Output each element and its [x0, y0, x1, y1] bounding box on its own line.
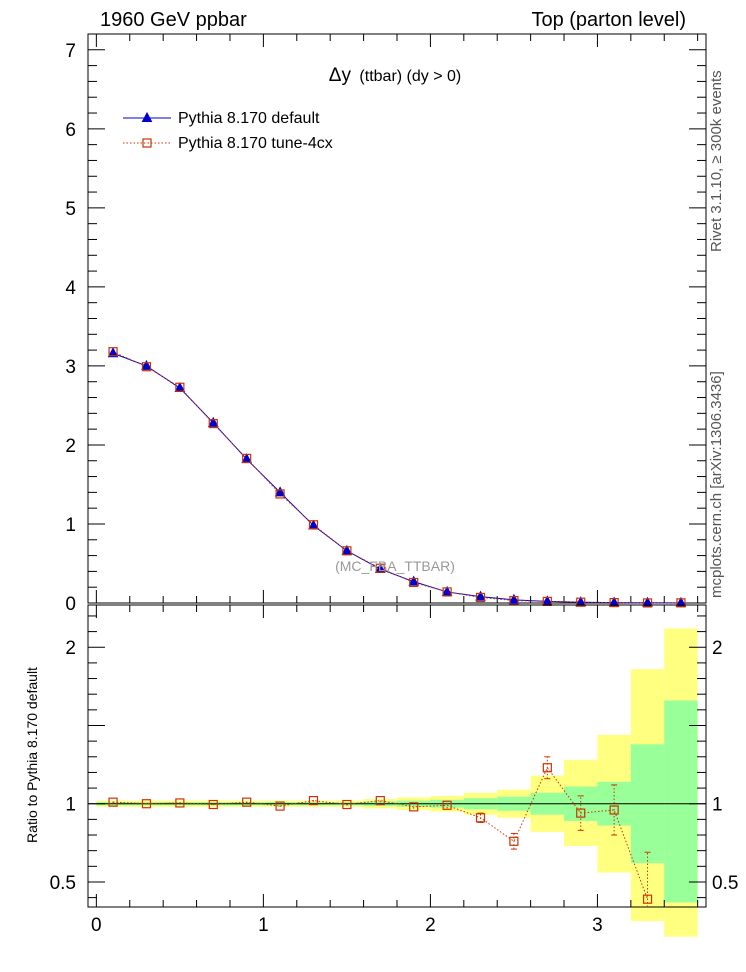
- main-y-tick-label: 6: [65, 120, 76, 141]
- ratio-data-point: [576, 808, 586, 818]
- ratio-series-line: [113, 766, 649, 900]
- ratio-y-tick-label-right: 2: [712, 638, 723, 659]
- ratio-data-point: [642, 894, 653, 904]
- data-point-tune: [275, 489, 285, 499]
- data-point-default: [408, 575, 420, 586]
- data-point-default: [207, 416, 219, 427]
- ratio-y-tick-label: 2: [65, 638, 76, 659]
- data-point-tune: [409, 577, 419, 588]
- data-point-tune: [475, 592, 486, 603]
- data-point-tune: [642, 598, 653, 608]
- x-tick-label: 2: [425, 915, 436, 936]
- ratio-data-point: [242, 797, 252, 807]
- legend-marker-square: [142, 138, 152, 148]
- ratio-data-point: [141, 799, 152, 809]
- data-point-tune: [308, 520, 319, 530]
- ratio-data-point: [609, 805, 619, 815]
- ratio-data-point: [342, 799, 352, 810]
- mcplots-label: mcplots.cern.ch [arXiv:1306.3436]: [708, 371, 725, 598]
- ratio-data-point: [409, 802, 419, 812]
- ratio-data-point: [275, 801, 285, 811]
- data-point-tune: [676, 598, 686, 608]
- legend-marker-triangle: [141, 111, 153, 122]
- ratio-y-tick-label-right: 0.5: [712, 873, 738, 894]
- data-point-tune: [442, 587, 452, 597]
- ratio-data-point: [475, 813, 486, 823]
- series-line-1: [112, 351, 681, 604]
- legend-label-0: Pythia 8.170 default: [178, 110, 320, 127]
- main-y-tick-label: 3: [65, 357, 76, 378]
- data-point-default: [642, 596, 653, 607]
- ratio-data-point: [208, 799, 218, 810]
- ratio-data-point: [442, 800, 452, 810]
- x-tick-label: 3: [592, 915, 603, 936]
- ratio-data-point: [542, 763, 552, 773]
- ratio-y-tick-label: 1: [65, 795, 76, 816]
- ratio-ylabel: Ratio to Pythia 8.170 default: [24, 667, 40, 843]
- data-point-tune: [576, 597, 586, 607]
- ratio-data-point: [509, 836, 519, 846]
- data-point-tune: [609, 598, 619, 608]
- header-left: 1960 GeV ppbar: [100, 9, 247, 31]
- main-y-tick-label: 0: [65, 594, 76, 615]
- data-point-default: [274, 486, 286, 497]
- data-point-tune: [242, 453, 252, 463]
- main-y-tick-label: 7: [65, 41, 76, 62]
- ratio-data-point: [308, 795, 319, 806]
- watermark: (MC_FBA_TTBAR): [335, 558, 455, 574]
- main-y-tick-label: 5: [65, 199, 76, 220]
- x-tick-label: 1: [258, 915, 269, 936]
- data-point-default: [475, 590, 486, 601]
- data-point-tune: [108, 347, 118, 357]
- ratio-data-point: [375, 795, 385, 806]
- main-y-tick-label: 2: [65, 436, 76, 457]
- header-right: Top (parton level): [531, 9, 686, 31]
- ratio-y-tick-label-right: 1: [712, 795, 723, 816]
- x-tick-label: 0: [91, 915, 102, 936]
- data-point-tune: [175, 382, 185, 392]
- data-point-tune: [342, 546, 352, 556]
- data-point-tune: [375, 563, 385, 573]
- ratio-data-point: [175, 798, 185, 808]
- data-point-tune: [208, 419, 218, 429]
- data-point-default: [141, 359, 152, 370]
- data-point-tune: [141, 362, 152, 372]
- legend-label-1: Pythia 8.170 tune-4cx: [178, 135, 333, 152]
- main-title-detail: (ttbar) (dy > 0): [359, 68, 461, 85]
- ratio-y-tick-label: 0.5: [50, 873, 76, 894]
- band-1sigma-bin: [664, 700, 698, 903]
- data-point-default: [508, 593, 520, 604]
- main-title: Δy (ttbar) (dy > 0): [329, 65, 461, 86]
- main-y-tick-label: 1: [65, 515, 76, 536]
- main-title-symbol: Δy: [329, 65, 352, 86]
- ratio-panel: 0 1 2 3 0.5 0.5 1 1 2 2: [50, 604, 738, 937]
- main-panel: 0 1 2 3 4 5 6 7 Pythia 8.170 default Pythia 8.170…: [65, 33, 707, 615]
- rivet-label: Rivet 3.1.10, ≥ 300k events: [708, 70, 725, 252]
- data-point-default: [174, 381, 186, 393]
- main-y-tick-label: 4: [65, 278, 76, 299]
- data-point-default: [107, 347, 119, 358]
- ratio-data-point: [108, 797, 118, 807]
